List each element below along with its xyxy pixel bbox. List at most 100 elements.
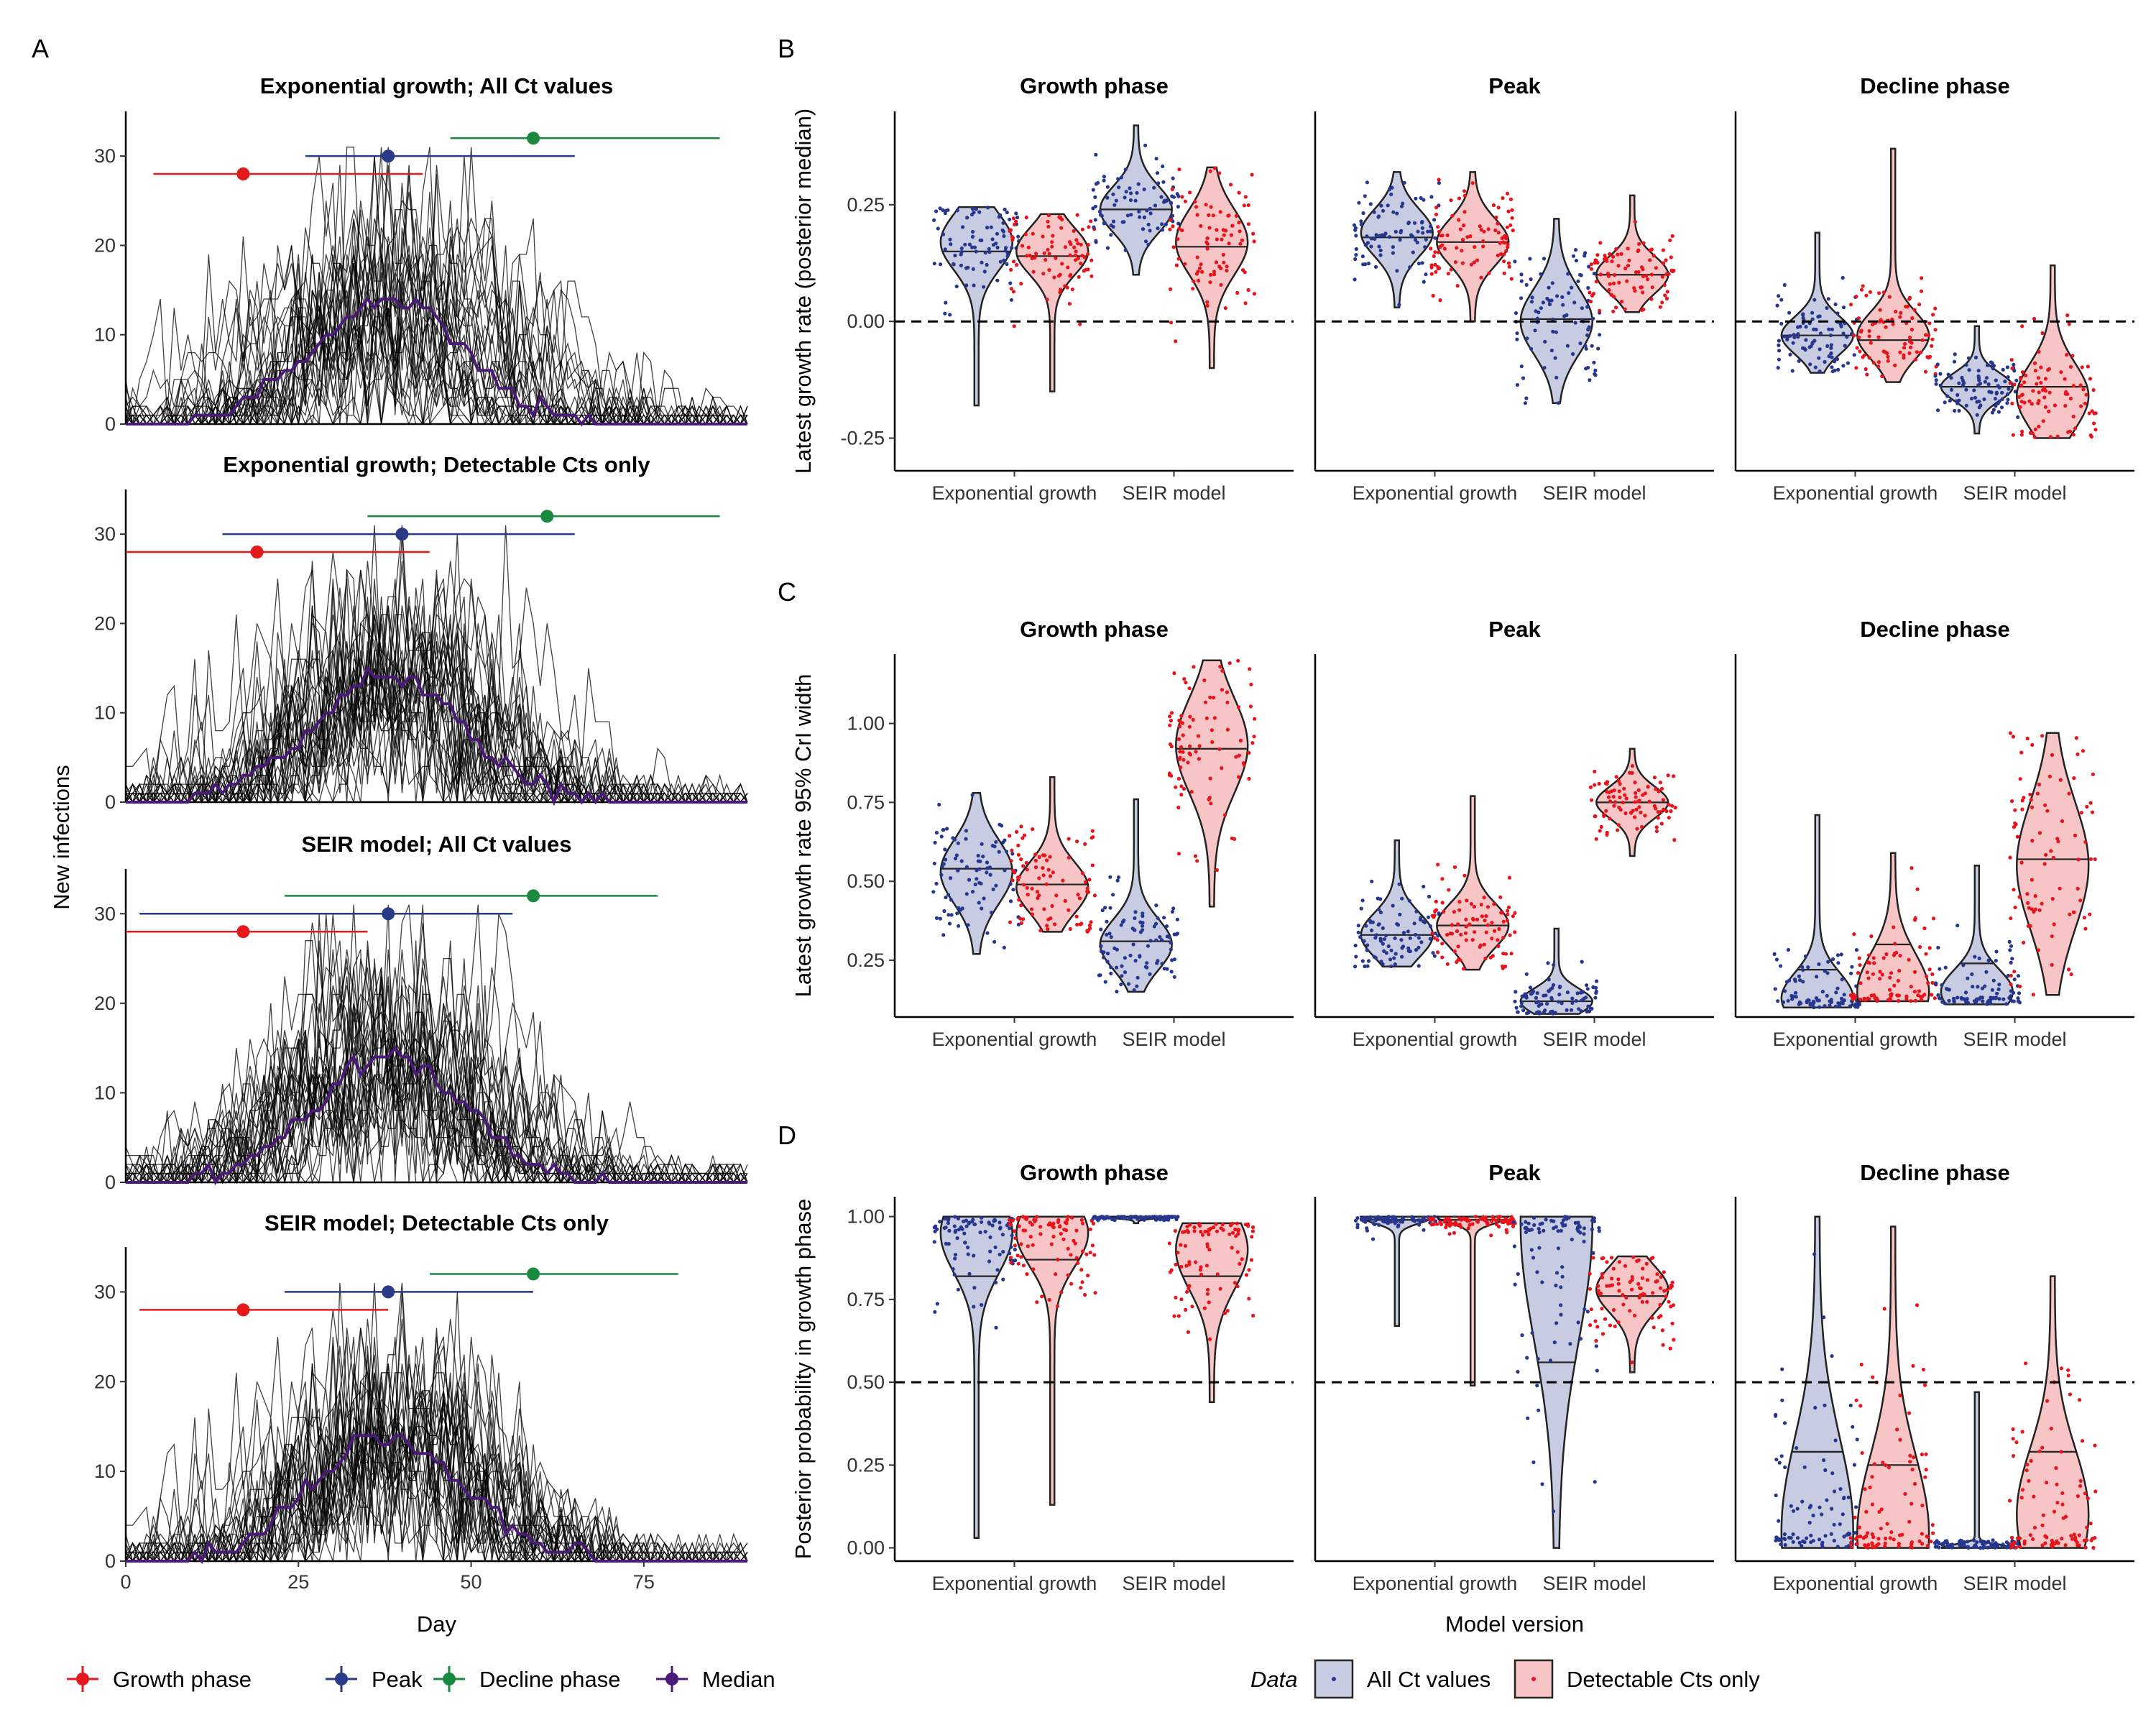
data-point: [1587, 264, 1591, 269]
data-point: [1994, 378, 1998, 382]
data-point: [1075, 840, 1079, 844]
data-point: [1468, 922, 1472, 926]
data-point: [953, 1256, 957, 1261]
data-point: [1470, 938, 1475, 942]
data-point: [1169, 711, 1174, 715]
data-point: [1230, 1246, 1234, 1250]
facet-title: Decline phase: [1860, 1160, 2009, 1185]
data-point: [1537, 1408, 1541, 1412]
data-point: [1953, 352, 1957, 356]
data-point: [2019, 1496, 2024, 1500]
data-point: [1661, 248, 1665, 252]
data-point: [1593, 1319, 1598, 1323]
data-point: [1019, 1255, 1023, 1259]
data-point: [1434, 899, 1438, 903]
data-point: [1181, 1230, 1185, 1234]
data-point: [1205, 236, 1210, 241]
data-point: [1938, 372, 1943, 376]
data-point: [1059, 1290, 1064, 1294]
data-point: [1470, 181, 1475, 185]
data-point: [1570, 1000, 1575, 1005]
y-axis-title: Latest growth rate 95% CrI width: [791, 674, 816, 998]
data-point: [2020, 392, 2024, 397]
data-point: [1800, 965, 1805, 969]
data-point: [1479, 275, 1483, 280]
data-point: [2086, 1496, 2090, 1501]
data-point: [1353, 1218, 1358, 1223]
data-point: [1460, 237, 1465, 242]
data-point: [1612, 788, 1616, 793]
data-point: [1513, 1282, 1517, 1287]
data-point: [1393, 936, 1397, 940]
data-point: [1623, 266, 1628, 271]
data-point: [1215, 868, 1219, 873]
data-point: [1442, 909, 1446, 914]
data-point: [1426, 229, 1430, 234]
data-point: [943, 311, 947, 316]
data-point: [1435, 938, 1439, 942]
data-point: [1922, 993, 1927, 997]
data-point: [1469, 262, 1474, 267]
data-point: [1916, 993, 1920, 998]
data-point: [1472, 904, 1476, 909]
data-point: [1609, 293, 1613, 297]
data-point: [1459, 1218, 1463, 1222]
data-point: [1796, 332, 1800, 336]
data-point: [1649, 297, 1654, 301]
data-point: [1078, 322, 1082, 326]
data-point: [1238, 738, 1243, 742]
data-point: [1088, 1251, 1092, 1255]
data-point: [1818, 1505, 1822, 1509]
data-point: [1852, 334, 1856, 338]
data-point: [1592, 272, 1596, 276]
data-point: [2033, 427, 2037, 432]
data-point: [1155, 1217, 1159, 1221]
data-point: [1783, 1537, 1787, 1542]
data-point: [1021, 1264, 1026, 1268]
data-point: [1174, 339, 1178, 344]
y-tick-label: 20: [94, 234, 116, 256]
data-point: [1524, 282, 1529, 287]
data-point: [1986, 1545, 1990, 1550]
data-point: [1852, 353, 1856, 357]
data-point: [1496, 221, 1500, 226]
data-point: [1514, 1006, 1519, 1010]
interval-point: [382, 150, 395, 163]
data-point: [1197, 744, 1202, 748]
data-point: [1930, 972, 1935, 977]
data-point: [1597, 1225, 1601, 1230]
data-point: [1620, 300, 1624, 304]
data-point: [1094, 152, 1098, 157]
data-point: [1557, 993, 1562, 997]
data-point: [1015, 215, 1020, 220]
data-point: [1373, 936, 1378, 940]
data-point: [1830, 365, 1834, 369]
data-point: [1396, 923, 1400, 927]
data-point: [1863, 1535, 1868, 1539]
data-point: [1233, 1281, 1237, 1285]
data-point: [1565, 1008, 1569, 1012]
data-point: [1519, 1000, 1524, 1005]
data-point: [1579, 1009, 1583, 1013]
data-point: [1990, 996, 1994, 1000]
data-point: [1086, 929, 1090, 933]
data-point: [1920, 1504, 1925, 1508]
data-point: [1005, 850, 1009, 854]
data-point: [1462, 223, 1466, 228]
x-tick-label: SEIR model: [1963, 1573, 2066, 1594]
data-point: [1783, 1542, 1787, 1547]
data-point: [1160, 222, 1164, 226]
data-point: [1433, 250, 1437, 254]
data-point: [1398, 238, 1402, 242]
data-point: [1889, 971, 1894, 975]
data-point: [1578, 1230, 1583, 1235]
data-point: [1083, 1292, 1087, 1297]
data-point: [1777, 294, 1781, 298]
data-point: [1777, 339, 1781, 343]
data-point: [2037, 349, 2041, 354]
data-point: [1019, 824, 1023, 829]
data-point: [2069, 1534, 2073, 1538]
data-point: [1204, 1264, 1209, 1268]
data-point: [1472, 260, 1476, 264]
